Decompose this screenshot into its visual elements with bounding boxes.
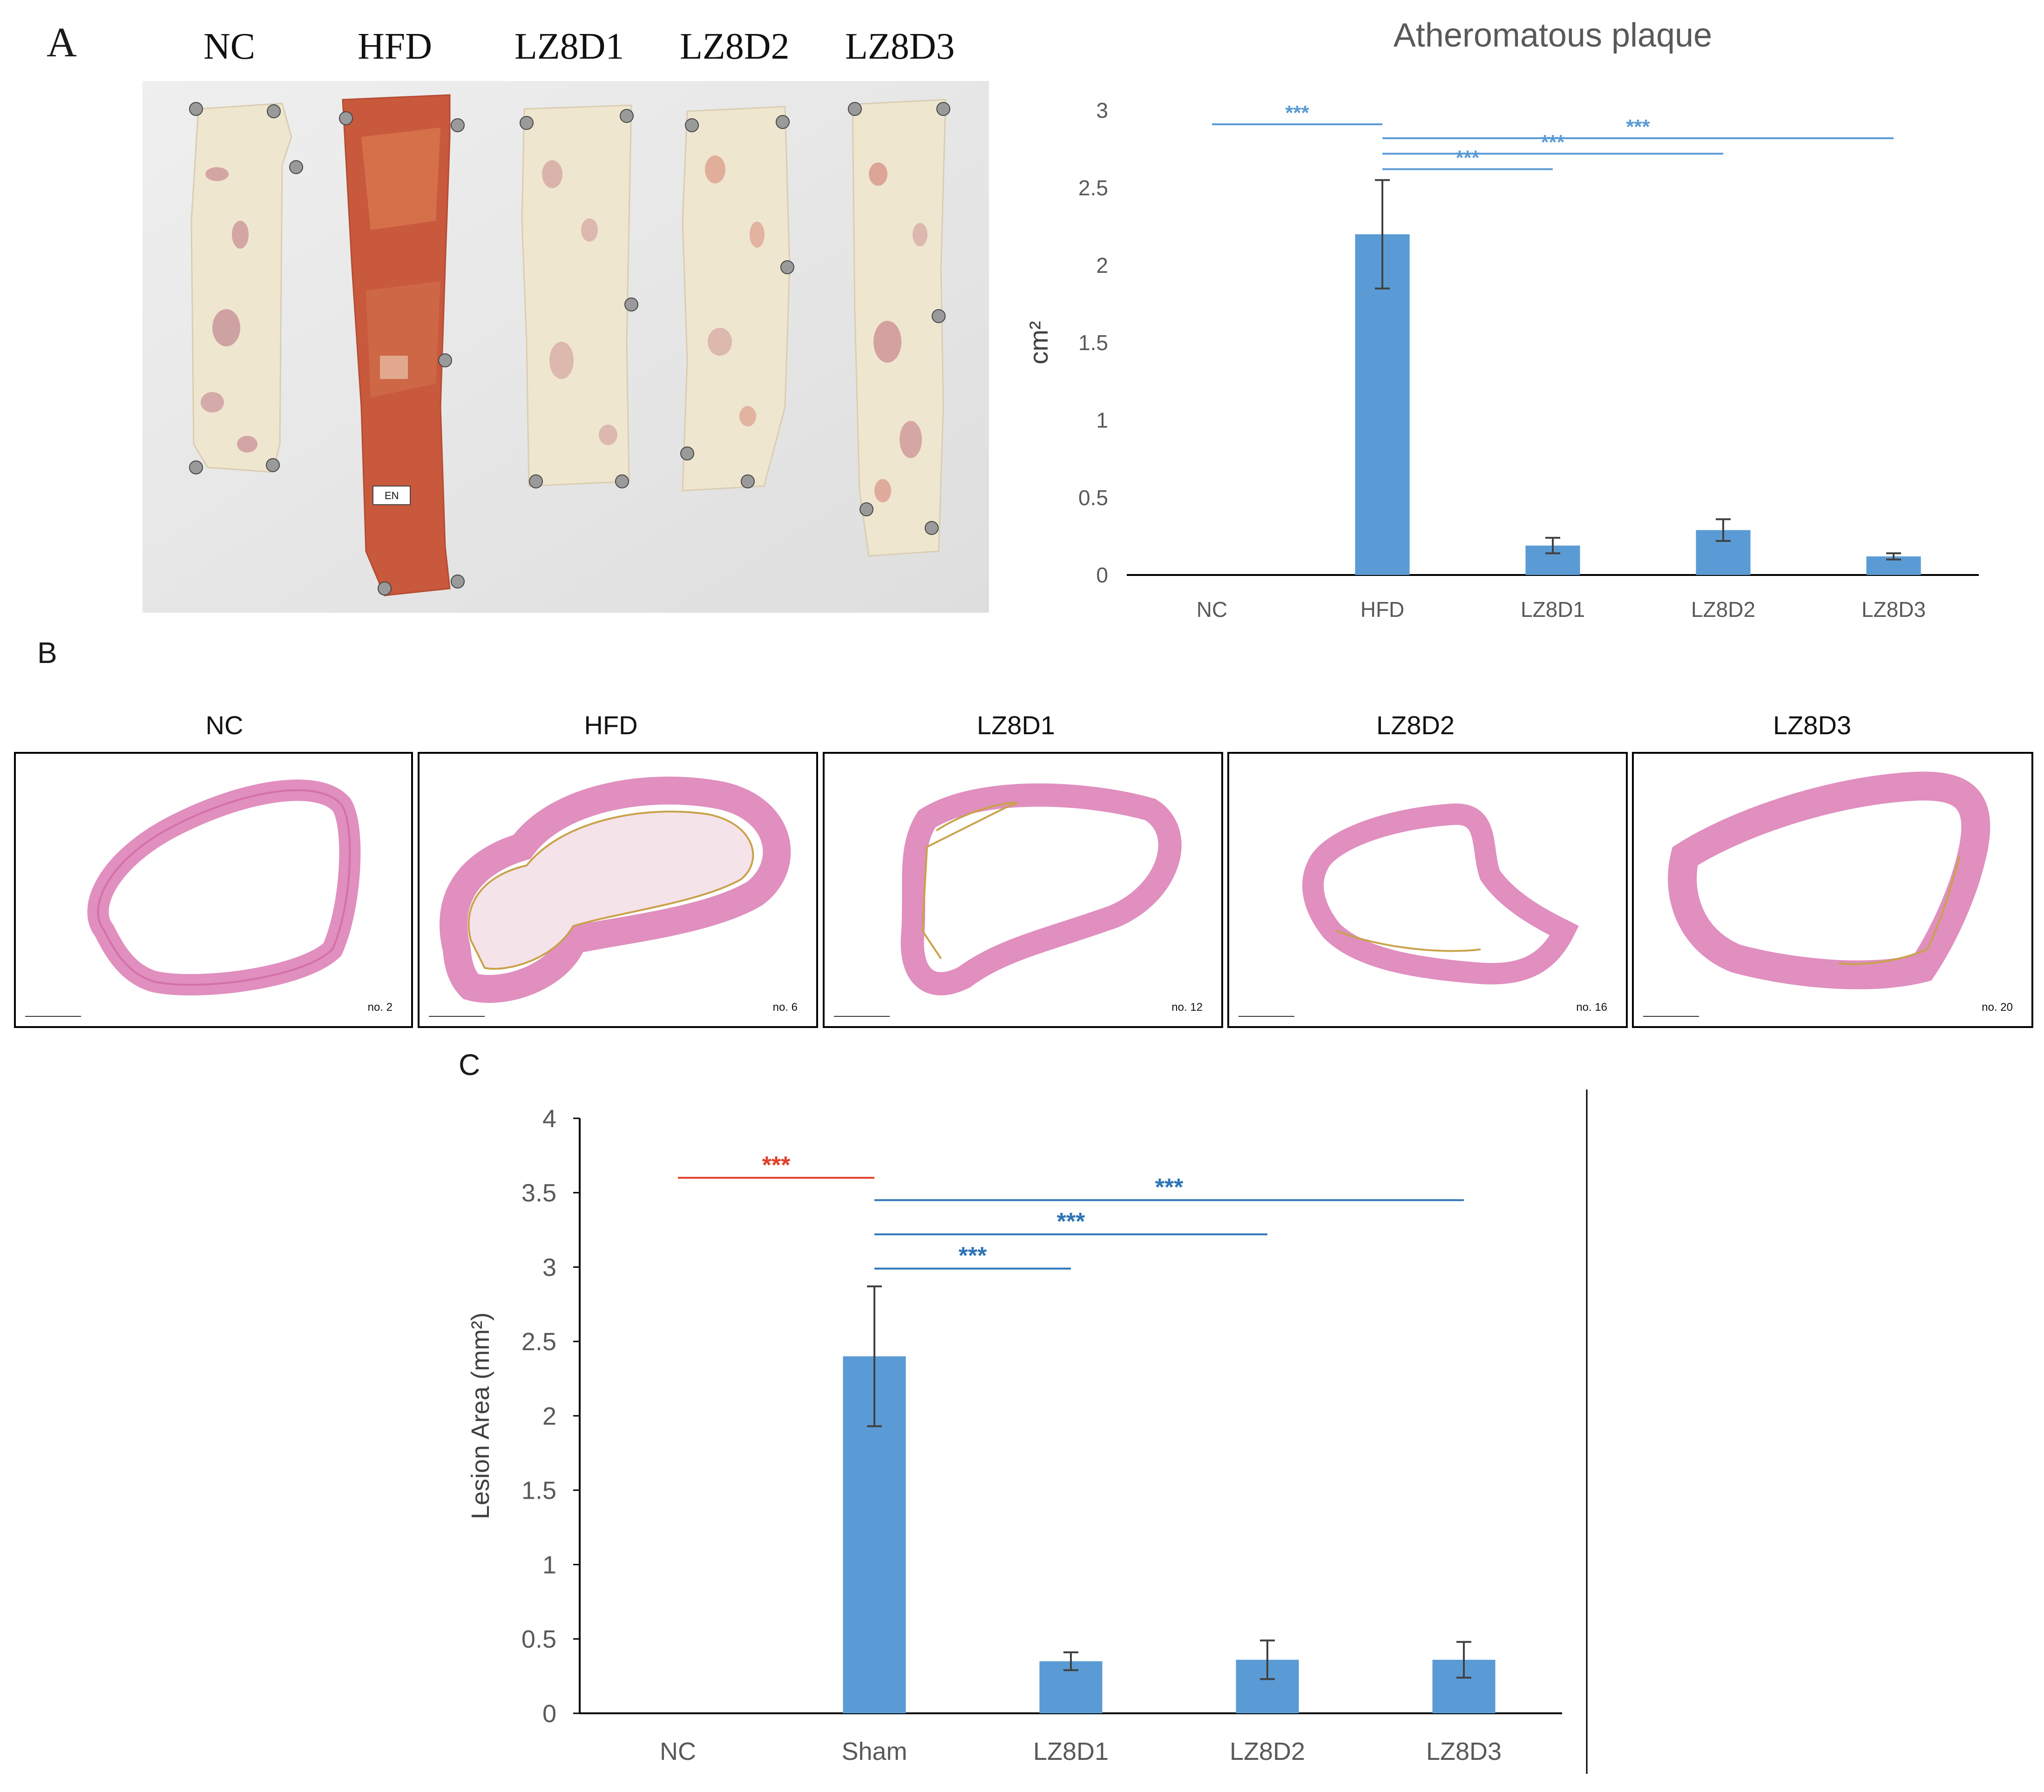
significance-stars: *** — [1626, 115, 1650, 138]
y-tick-label: 3.5 — [521, 1179, 556, 1207]
y-tick-label: 0 — [1096, 563, 1108, 587]
plaque-bar-chart: Atheromatous plaque 0 0.5 1 1.5 2 2.5 3 cm² NC HFD… — [1024, 17, 1979, 622]
section-label-lz8d2: LZ8D2 — [1376, 710, 1455, 740]
y-tick-label: 0.5 — [1078, 486, 1108, 510]
panel-c-letter: C — [459, 1048, 481, 1082]
section-number-hfd: no. 6 — [772, 1001, 798, 1014]
x-tick-label: LZ8D2 — [1691, 597, 1755, 622]
aorta-strip-lz8d2 — [682, 106, 791, 492]
y-axis-label: cm² — [1024, 321, 1053, 364]
x-tick-label: NC — [1197, 597, 1227, 622]
significance-stars: *** — [959, 1243, 987, 1270]
y-tick-label: 2 — [1096, 253, 1108, 277]
y-tick-label: 2.5 — [1078, 176, 1108, 200]
section-label-lz8d3: LZ8D3 — [1773, 710, 1852, 740]
y-tick-label: 4 — [542, 1105, 556, 1133]
significance-stars: *** — [1285, 101, 1309, 124]
x-tick-label: LZ8D1 — [1033, 1738, 1109, 1765]
aorta-strip-lz8d3 — [852, 99, 947, 557]
photo-label-lz8d1: LZ8D1 — [514, 26, 624, 67]
significance-stars: *** — [1455, 146, 1480, 169]
histology-section-lz8d3: no. 20 — [1632, 752, 2033, 1028]
y-tick-label: 2 — [542, 1402, 556, 1430]
vessel-ring-lz8d1 — [900, 783, 1182, 995]
section-label-lz8d1: LZ8D1 — [976, 710, 1056, 740]
y-tick-label: 0 — [542, 1700, 556, 1728]
section-number-lz8d2: no. 16 — [1576, 1001, 1607, 1014]
scale-bar — [25, 1009, 81, 1017]
significance-stars: *** — [1541, 131, 1565, 154]
chart-title: Atheromatous plaque — [1394, 17, 1712, 54]
scale-bar — [1643, 1009, 1699, 1017]
vessel-ring-lz8d2 — [1302, 803, 1579, 985]
histology-section-hfd: no. 6 — [418, 752, 818, 1028]
section-label-hfd: HFD — [584, 710, 638, 740]
photo-label-nc: NC — [203, 26, 256, 67]
y-tick-label: 1.5 — [1078, 331, 1108, 355]
panel-b-letter: B — [37, 636, 57, 669]
bar — [1355, 234, 1410, 575]
y-tick-label: 3 — [542, 1253, 556, 1281]
significance-stars: *** — [1057, 1208, 1085, 1235]
y-tick-label: 0.5 — [521, 1625, 556, 1653]
scale-bar — [429, 1009, 485, 1017]
y-tick-label: 2.5 — [521, 1328, 556, 1356]
section-number-nc: no. 2 — [367, 1001, 393, 1014]
vessel-ring-hfd — [440, 777, 791, 1003]
photo-tag-label: EN — [385, 490, 399, 501]
x-tick-label: LZ8D3 — [1861, 597, 1926, 622]
aorta-photo-drawing: EN — [142, 81, 989, 613]
photo-label-lz8d2: LZ8D2 — [680, 26, 790, 67]
section-number-lz8d3: no. 20 — [1982, 1001, 2013, 1014]
vessel-ring-nc — [87, 779, 361, 996]
photo-label-lz8d3: LZ8D3 — [845, 26, 955, 67]
section-number-lz8d1: no. 12 — [1171, 1001, 1203, 1014]
lesion-area-bar-chart: 0 0.5 1 1.5 2 2.5 3 3.5 4 Lesion Area (mm²) NC Sham… — [467, 1089, 1588, 1774]
x-tick-label: HFD — [1360, 597, 1405, 622]
vessel-ring-lz8d3 — [1668, 771, 1990, 989]
scale-bar — [834, 1009, 890, 1017]
aorta-strip-nc — [190, 102, 292, 473]
x-tick-label: LZ8D1 — [1521, 597, 1585, 622]
aorta-photo: EN — [142, 81, 989, 613]
y-tick-label: 1 — [542, 1551, 556, 1579]
y-tick-label: 3 — [1096, 98, 1108, 122]
scale-bar — [1239, 1009, 1294, 1017]
x-tick-label: Sham — [841, 1738, 907, 1765]
panel-a-letter: A — [47, 20, 77, 66]
section-label-nc: NC — [205, 710, 244, 740]
photo-label-hfd: HFD — [358, 26, 433, 67]
histology-section-lz8d1: no. 12 — [823, 752, 1223, 1028]
histology-section-lz8d2: no. 16 — [1227, 752, 1628, 1028]
y-axis-label: Lesion Area (mm²) — [467, 1312, 494, 1519]
significance-stars: *** — [1155, 1174, 1184, 1201]
significance-stars: *** — [762, 1152, 791, 1179]
x-tick-label: LZ8D3 — [1426, 1738, 1502, 1765]
y-tick-label: 1.5 — [521, 1477, 556, 1505]
x-tick-label: LZ8D2 — [1230, 1738, 1305, 1765]
x-tick-label: NC — [660, 1738, 696, 1765]
y-tick-label: 1 — [1096, 408, 1108, 432]
histology-section-nc: no. 2 — [14, 752, 413, 1028]
